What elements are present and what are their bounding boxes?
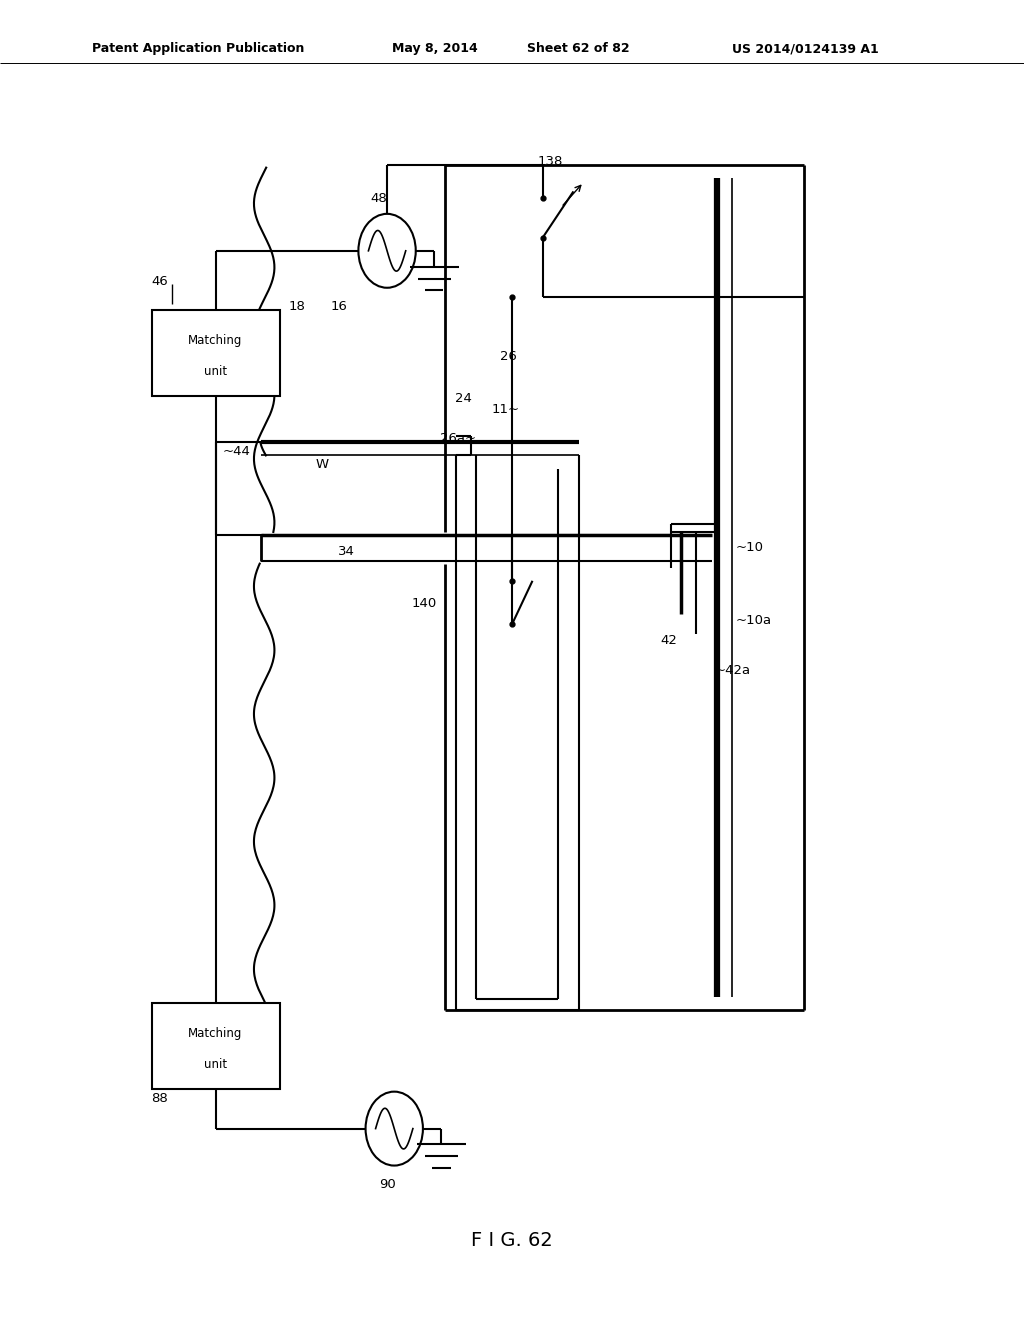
Text: 16: 16 [331,300,347,313]
Text: 34: 34 [338,545,354,558]
Text: ~10: ~10 [735,541,763,554]
Text: F I G. 62: F I G. 62 [471,1232,553,1250]
Text: 11~: 11~ [492,403,519,416]
Text: unit: unit [204,366,227,379]
Text: 46: 46 [152,275,168,288]
Text: 140: 140 [412,597,437,610]
Text: Sheet 62 of 82: Sheet 62 of 82 [527,42,630,55]
Text: ~44: ~44 [222,445,250,458]
Text: unit: unit [204,1059,227,1072]
Text: US 2014/0124139 A1: US 2014/0124139 A1 [732,42,879,55]
Bar [152,310,280,396]
Text: 138: 138 [538,154,563,168]
Text: 88: 88 [152,1092,168,1105]
Text: ~10a: ~10a [735,614,771,627]
Text: May 8, 2014: May 8, 2014 [392,42,478,55]
Text: Patent Application Publication: Patent Application Publication [92,42,304,55]
Text: 24: 24 [455,392,471,405]
Text: 18: 18 [289,300,305,313]
Text: 90: 90 [379,1177,395,1191]
Text: 42: 42 [660,634,677,647]
Text: 26a~: 26a~ [440,432,476,445]
Text: ~42a: ~42a [715,664,751,677]
Text: 26: 26 [500,350,516,363]
Text: Matching: Matching [188,334,243,347]
Text: 48: 48 [371,191,387,205]
Text: W: W [315,458,329,471]
Text: Matching: Matching [188,1027,243,1040]
Bar [152,1003,280,1089]
